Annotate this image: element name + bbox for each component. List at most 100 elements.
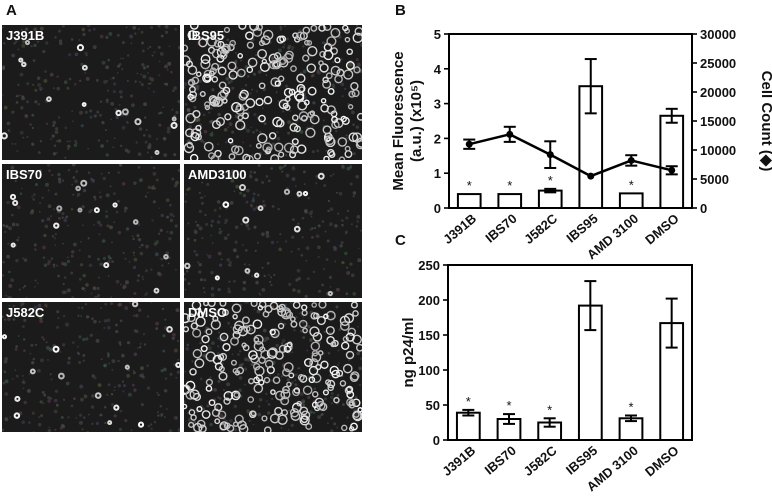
background-speckle	[242, 280, 247, 285]
cell	[203, 74, 211, 82]
background-speckle	[115, 115, 119, 120]
background-speckle	[160, 414, 163, 417]
background-speckle	[257, 164, 261, 167]
y-tick-label: 100	[418, 363, 440, 378]
cell	[232, 313, 238, 320]
background-speckle	[63, 262, 68, 267]
background-speckle	[243, 367, 248, 371]
background-speckle	[132, 314, 136, 317]
background-speckle	[253, 171, 257, 174]
background-speckle	[112, 76, 115, 80]
background-speckle	[187, 222, 190, 225]
background-speckle	[153, 242, 158, 246]
background-speckle	[107, 325, 111, 330]
background-speckle	[223, 35, 226, 38]
cell	[80, 179, 88, 187]
background-speckle	[111, 403, 114, 406]
background-speckle	[62, 242, 64, 245]
background-speckle	[231, 353, 234, 356]
background-speckle	[327, 209, 330, 213]
cell	[356, 112, 362, 121]
background-speckle	[341, 261, 345, 265]
cell	[203, 302, 209, 307]
cell	[197, 311, 204, 318]
background-speckle	[99, 195, 103, 199]
background-speckle	[118, 341, 122, 345]
background-speckle	[341, 223, 344, 227]
cell	[320, 103, 329, 113]
cell	[221, 309, 229, 316]
background-speckle	[305, 259, 308, 262]
background-speckle	[107, 275, 110, 277]
background-speckle	[148, 76, 152, 80]
background-speckle	[74, 139, 78, 143]
background-speckle	[244, 248, 248, 252]
cell	[351, 89, 360, 98]
background-speckle	[257, 193, 260, 197]
background-speckle	[316, 149, 320, 153]
background-speckle	[79, 413, 83, 417]
background-speckle	[173, 153, 177, 157]
background-speckle	[226, 258, 231, 262]
background-speckle	[198, 79, 202, 83]
background-speckle	[23, 349, 26, 353]
cell	[81, 64, 88, 71]
cell	[342, 25, 349, 32]
background-speckle	[206, 253, 209, 256]
background-speckle	[121, 380, 125, 383]
background-speckle	[30, 343, 34, 347]
background-speckle	[230, 74, 235, 79]
cell	[306, 63, 317, 73]
background-speckle	[160, 213, 164, 217]
background-speckle	[311, 73, 315, 77]
cell	[237, 325, 249, 337]
background-speckle	[287, 409, 291, 412]
background-speckle	[113, 389, 116, 392]
background-speckle	[2, 315, 4, 319]
cell	[339, 315, 351, 327]
background-speckle	[283, 322, 287, 326]
significance-star: *	[466, 394, 471, 409]
background-speckle	[249, 92, 252, 95]
background-speckle	[40, 414, 44, 418]
micro-cells	[184, 164, 362, 298]
cell	[200, 345, 208, 353]
background-speckle	[3, 42, 6, 45]
background-speckle	[45, 345, 50, 350]
bar	[618, 192, 644, 210]
background-speckle	[295, 278, 299, 282]
cell	[238, 25, 247, 30]
background-speckle	[73, 397, 76, 400]
cell	[234, 414, 244, 424]
cell	[214, 403, 223, 412]
background-speckle	[66, 288, 71, 293]
cell	[29, 368, 36, 375]
background-speckle	[186, 188, 190, 192]
background-speckle	[356, 62, 361, 67]
background-speckle	[42, 402, 45, 405]
background-speckle	[151, 54, 154, 57]
background-speckle	[355, 68, 358, 70]
background-speckle	[22, 379, 25, 382]
cell	[184, 403, 188, 410]
background-speckle	[268, 273, 271, 277]
background-speckle	[175, 417, 178, 420]
background-speckle	[227, 126, 230, 129]
cell	[257, 48, 268, 59]
cell	[296, 73, 306, 83]
background-speckle	[175, 180, 179, 185]
background-speckle	[130, 42, 133, 45]
significance-star: *	[628, 400, 633, 415]
cell	[289, 122, 299, 132]
cell	[300, 410, 311, 420]
background-speckle	[74, 179, 78, 184]
background-speckle	[112, 192, 116, 196]
background-speckle	[257, 405, 261, 408]
cell	[265, 146, 272, 153]
background-speckle	[132, 369, 135, 372]
background-speckle	[173, 363, 176, 366]
background-speckle	[95, 421, 100, 426]
background-speckle	[126, 149, 131, 154]
background-speckle	[137, 237, 142, 242]
cell	[352, 310, 359, 317]
